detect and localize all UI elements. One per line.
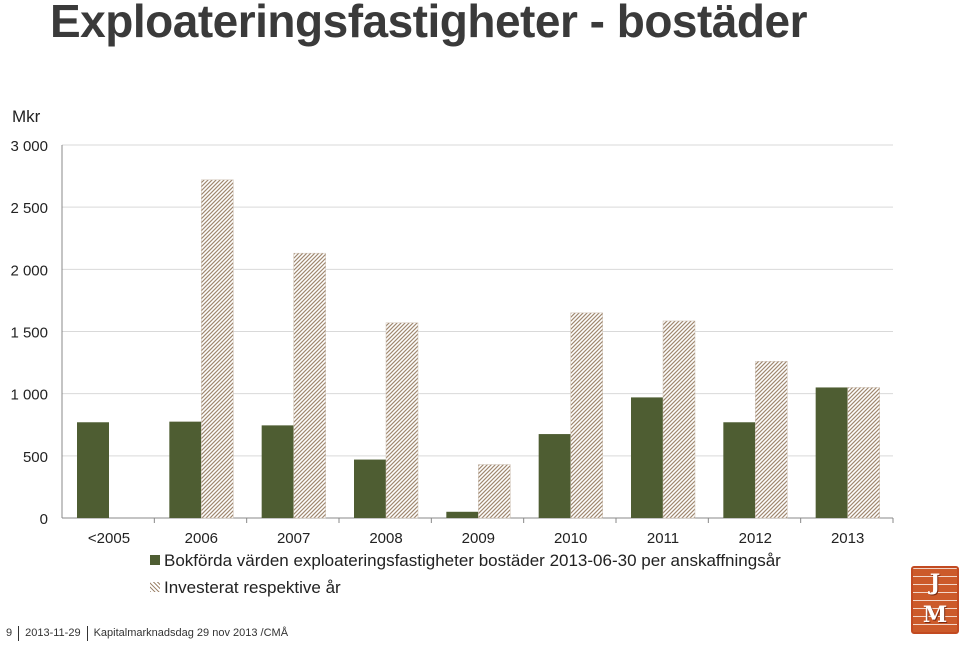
bar-booked (815, 387, 848, 518)
jm-logo: J M (911, 566, 959, 634)
x-tick-label: 2006 (185, 530, 218, 547)
y-tick-label: 1 500 (10, 325, 48, 342)
bar-invested (293, 252, 326, 519)
bar-booked (446, 511, 479, 518)
bar-invested (201, 179, 234, 519)
y-axis-unit-label: Mkr (12, 107, 41, 126)
logo-letter-m: M (922, 602, 948, 628)
chart-labels: 0 500 1 000 1 500 2 000 2 500 3 000 <2005 2006 20… (10, 138, 864, 547)
bar-invested (478, 464, 511, 519)
y-tick-label: 1 000 (10, 387, 48, 404)
legend-item-invested: Investerat respektive år (150, 578, 341, 598)
footer-date: 2013-11-29 (18, 626, 86, 641)
bar-booked (169, 421, 202, 518)
bar-invested (570, 312, 603, 519)
bar-invested (385, 322, 419, 519)
page-title: Exploateringsfastigheter - bostäder (50, 0, 808, 47)
y-tick-label: 500 (23, 449, 48, 466)
bar-booked (354, 459, 386, 518)
x-tick-label: 2010 (554, 530, 587, 547)
legend-label-booked: Bokförda värden exploateringsfastigheter… (164, 551, 781, 570)
bar-booked (538, 434, 571, 518)
x-tick-label: 2013 (831, 530, 864, 547)
bar-invested (755, 361, 788, 519)
y-tick-label: 3 000 (10, 138, 48, 155)
logo-letter-j: J (929, 570, 941, 596)
y-tick-label: 2 000 (10, 262, 48, 279)
legend-swatch-booked (150, 555, 160, 565)
y-tick-label: 0 (40, 511, 48, 528)
footer-page-number: 9 (6, 627, 13, 639)
x-tick-label: <2005 (88, 530, 130, 547)
bar-booked (631, 397, 663, 518)
chart-bars (77, 179, 880, 519)
x-tick-label: 2008 (369, 530, 402, 547)
x-tick-label: 2007 (277, 530, 310, 547)
bar-booked (723, 422, 756, 518)
footer-event: Kapitalmarknadsdag 29 nov 2013 /CMÅ (86, 626, 294, 641)
x-tick-label: 2011 (647, 530, 679, 547)
y-tick-label: 2 500 (10, 200, 48, 217)
x-tick-label: 2012 (739, 530, 772, 547)
legend-swatch-invested (150, 582, 160, 592)
legend-item-booked: Bokförda värden exploateringsfastigheter… (150, 551, 781, 571)
bar-booked (261, 425, 294, 518)
x-tick-label: 2009 (462, 530, 495, 547)
bar-booked (77, 422, 109, 518)
bar-invested (662, 320, 696, 519)
legend-label-invested: Investerat respektive år (164, 578, 341, 597)
bar-invested (847, 387, 880, 519)
slide-footer: 9 2013-11-29 Kapitalmarknadsdag 29 nov 201… (0, 626, 294, 643)
